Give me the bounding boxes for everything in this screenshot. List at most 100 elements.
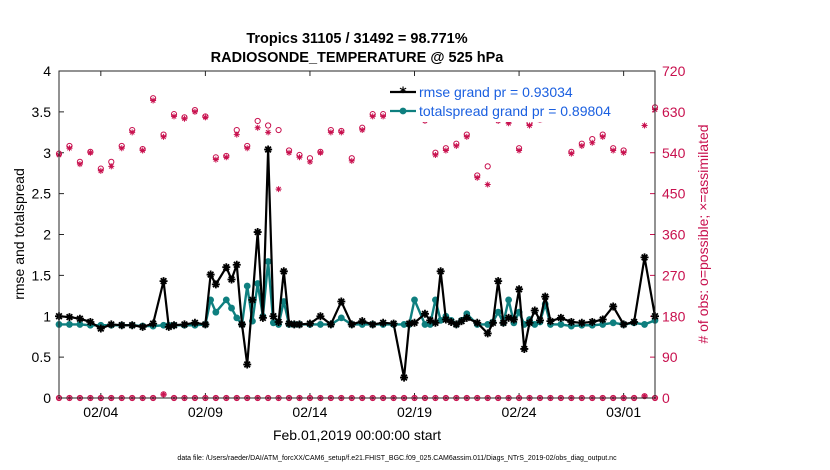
y-tick-label: 4 (43, 63, 51, 79)
rmse-point (358, 317, 367, 326)
rmse-point (400, 373, 409, 382)
y-tick-label: 2.5 (32, 186, 52, 202)
rmse-point (530, 306, 539, 315)
y2-tick-label: 450 (662, 186, 686, 202)
y2-tick-label: 540 (662, 145, 686, 161)
y2-tick-label: 630 (662, 104, 686, 120)
obs-assimilated-point (233, 131, 240, 138)
rmse-point (494, 277, 503, 286)
obs-assimilated-point (338, 129, 345, 136)
y-tick-label: 3.5 (32, 104, 52, 120)
totalspread-point (557, 321, 565, 328)
obs-assimilated-point (578, 142, 585, 149)
totalspread-point (212, 308, 220, 316)
y2-ticks: 0 90 180 270 360 450 540 630 720 (650, 63, 686, 406)
obs-assimilated-point (212, 156, 219, 163)
chart-subtitle: RADIOSONDE_TEMPERATURE @ 525 hPa (211, 50, 505, 66)
obs-assimilated-point (108, 163, 115, 170)
rmse-point (436, 267, 445, 276)
rmse-point (431, 318, 440, 327)
obs-possible-point (265, 122, 272, 129)
rmse-point (128, 321, 137, 330)
rmse-point (164, 322, 173, 331)
rmse-point (368, 320, 377, 329)
x-tick-label: 02/09 (188, 404, 223, 420)
rmse-point (577, 318, 586, 327)
rmse-point (326, 320, 335, 329)
rmse-point (410, 318, 419, 327)
legend-swatch-spread-marker (399, 107, 407, 115)
rmse-point (295, 320, 304, 329)
totalspread-point (494, 308, 502, 316)
rmse-point (279, 267, 288, 276)
rmse-point (264, 145, 273, 154)
y-tick-label: 1.5 (32, 267, 52, 283)
obs-assimilated-point (76, 161, 83, 168)
obs-assimilated-point (599, 133, 606, 140)
rmse-point (75, 314, 84, 323)
obs-assimilated-point (171, 113, 178, 120)
obs-assimilated-point (275, 186, 282, 193)
y-ticks: 0 0.5 1 1.5 2 2.5 3 3.5 4 (32, 63, 64, 406)
rmse-point (206, 270, 215, 279)
rmse-point (462, 313, 471, 322)
y2-tick-label: 90 (662, 349, 678, 365)
totalspread-point (641, 321, 648, 328)
rmse-point (515, 285, 524, 294)
rmse-point (499, 318, 508, 327)
y-tick-label: 2 (43, 227, 51, 243)
rmse-point (107, 320, 116, 329)
legend-label-rmse: rmse grand pr = 0.93034 (419, 84, 573, 100)
obs-assimilated-point (516, 147, 523, 154)
totalspread-point (421, 321, 429, 328)
totalspread-point (66, 321, 73, 328)
obs-assimilated-point (129, 129, 136, 136)
rmse-point (96, 324, 105, 333)
rmse-point (525, 318, 534, 327)
rmse-point (630, 317, 639, 326)
totalspread-point (243, 282, 251, 290)
legend: * rmse grand pr = 0.93034 totalspread gr… (386, 82, 652, 122)
totalspread-point (317, 321, 324, 328)
obs-assimilated-point (526, 122, 533, 129)
rmse-point (426, 316, 435, 325)
rmse-point (211, 280, 220, 289)
totalspread-point (505, 296, 513, 304)
rmse-point (520, 344, 529, 353)
x-tick-label: 02/24 (502, 404, 537, 420)
obs-zero-point (641, 393, 648, 400)
rmse-point (138, 322, 147, 331)
totalspread-point (222, 296, 230, 304)
rmse-point (504, 313, 513, 322)
obs-assimilated-point (610, 147, 617, 154)
obs-assimilated-point (202, 114, 209, 121)
y-tick-label: 0 (43, 390, 51, 406)
obs-assimilated-point (442, 147, 449, 154)
rmse-point (170, 321, 179, 330)
obs-assimilated-point (66, 145, 73, 152)
totalspread-point (233, 314, 241, 322)
plot-area (59, 71, 655, 398)
rmse-point (201, 320, 210, 329)
y-axis-label: rmse and totalspread (11, 168, 27, 300)
rmse-point (253, 228, 262, 237)
y2-tick-label: 360 (662, 227, 686, 243)
rmse-point (473, 318, 482, 327)
rmse-point (269, 312, 278, 321)
rmse-point (237, 320, 246, 329)
totalspread-point (599, 321, 607, 328)
obs-assimilated-point (254, 124, 261, 131)
rmse-point (305, 319, 314, 328)
rmse-point (457, 317, 466, 326)
rmse-point (190, 318, 199, 327)
rmse-point (337, 297, 346, 306)
rmse-point (232, 260, 241, 269)
rmse-point (546, 317, 555, 326)
obs-assimilated-point (306, 158, 313, 165)
obs-assimilated-point (380, 113, 387, 120)
y2-tick-label: 720 (662, 63, 686, 79)
x-ticks: 02/04 02/09 02/14 02/19 02/24 03/01 (83, 71, 641, 420)
obs-assimilated-point (244, 145, 251, 152)
y2-tick-label: 0 (662, 390, 670, 406)
